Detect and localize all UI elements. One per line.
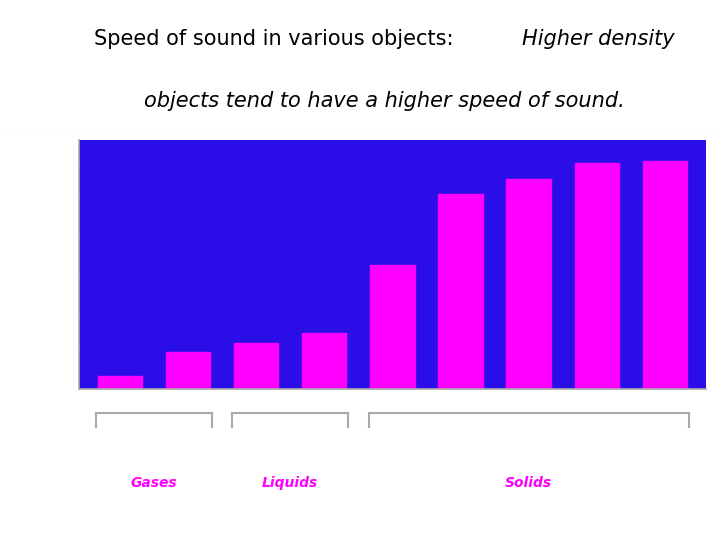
Bar (575, 163, 618, 389)
Bar (643, 161, 687, 389)
Text: Solids: Solids (505, 476, 552, 490)
Bar (98, 376, 142, 389)
Text: Speed of sound in various objects:: Speed of sound in various objects: (94, 29, 467, 49)
Text: Liquids: Liquids (262, 476, 318, 490)
Y-axis label: Speed (m/s): Speed (m/s) (22, 222, 35, 307)
Bar (506, 179, 551, 389)
Bar (234, 343, 279, 389)
Bar (302, 333, 346, 389)
Text: objects tend to have a higher speed of sound.: objects tend to have a higher speed of s… (144, 91, 625, 111)
Text: Higher density: Higher density (522, 29, 675, 49)
Bar (438, 194, 482, 389)
Bar (370, 265, 415, 389)
Text: Gases: Gases (131, 476, 177, 490)
Bar (166, 352, 210, 389)
